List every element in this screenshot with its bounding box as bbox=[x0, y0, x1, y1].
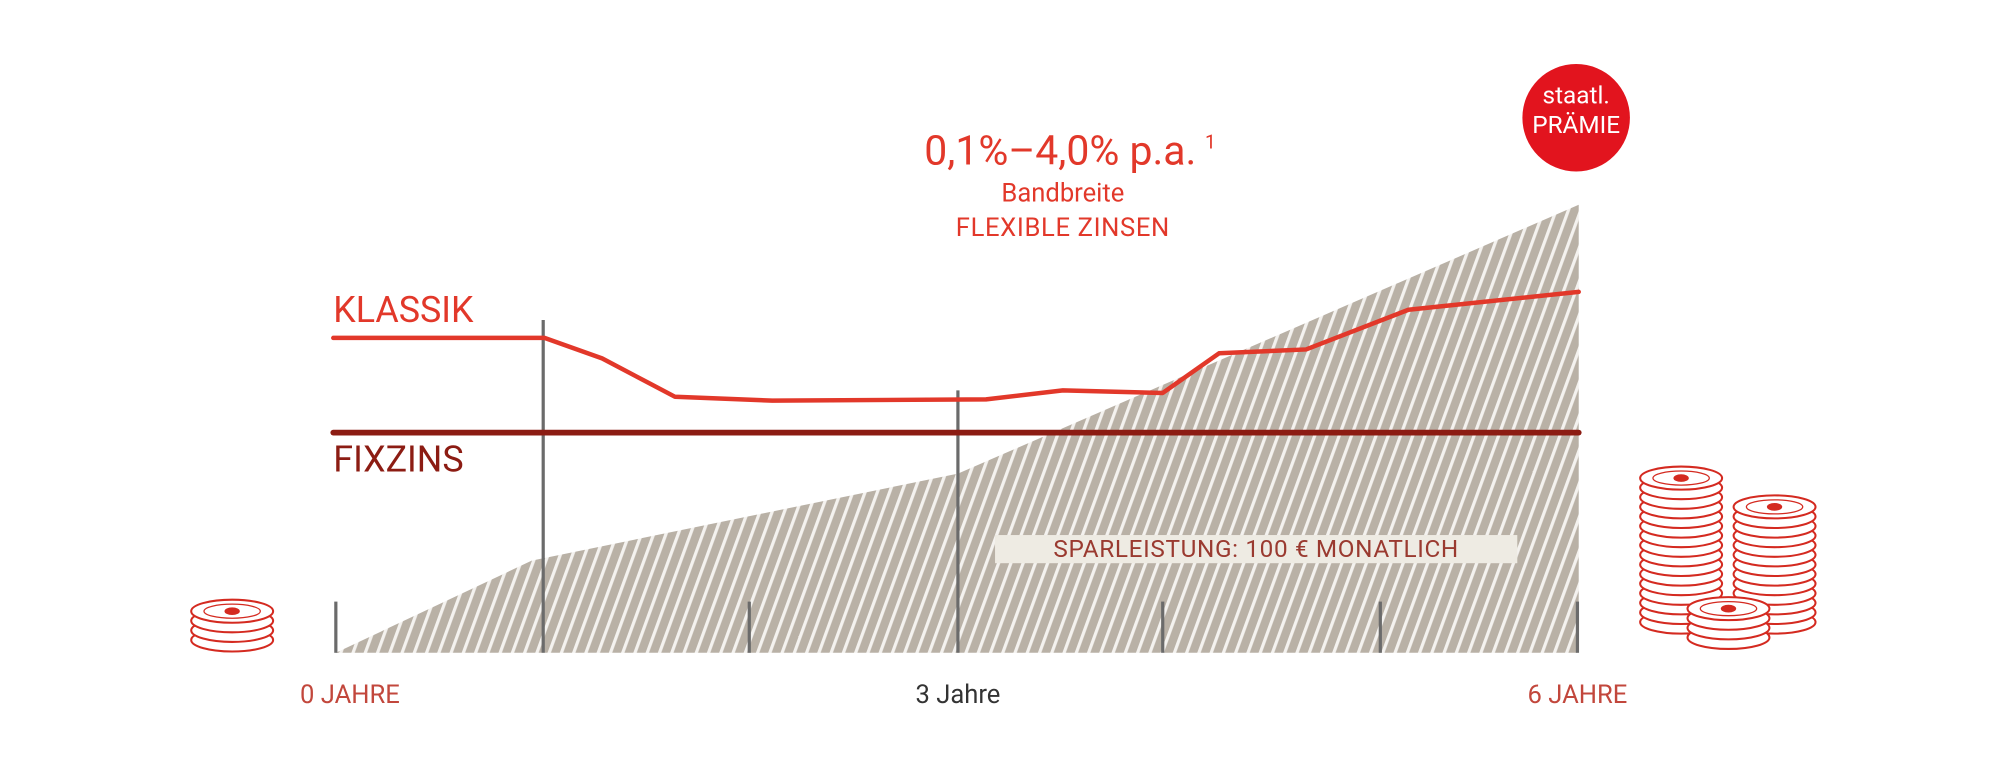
coin-part bbox=[1652, 470, 1710, 486]
rate-footnote: 1 bbox=[1205, 130, 1216, 153]
coin-part bbox=[1745, 499, 1804, 515]
coin-icons bbox=[190, 465, 1817, 653]
coin-part bbox=[1699, 600, 1758, 617]
axis-label: 6 JAHRE bbox=[1528, 680, 1628, 710]
fixzins-label: FIXZINS bbox=[333, 439, 463, 481]
coin-part bbox=[1673, 474, 1689, 482]
badge bbox=[1522, 64, 1630, 172]
rate-label: 0,1%–4,0% p.a. bbox=[924, 126, 1196, 174]
rate-caption: Bandbreite bbox=[1001, 178, 1124, 208]
badge-text: staatl. bbox=[1543, 81, 1610, 110]
coin-part bbox=[203, 603, 261, 619]
rate-caption: FLEXIBLE ZINSEN bbox=[956, 213, 1170, 243]
savings-box bbox=[995, 535, 1518, 564]
axis-label: 0 JAHRE bbox=[300, 680, 400, 710]
axis-label: 3 Jahre bbox=[916, 680, 1001, 710]
badge-text: PRÄMIE bbox=[1532, 110, 1620, 139]
savings-label: SPARLEISTUNG: 100 € MONATLICH bbox=[1053, 534, 1459, 563]
klassik-label: KLASSIK bbox=[333, 289, 474, 331]
klassik-line bbox=[331, 289, 1581, 403]
coin-part bbox=[224, 607, 240, 616]
coin-part bbox=[1766, 503, 1783, 511]
coin-part bbox=[1720, 604, 1737, 613]
